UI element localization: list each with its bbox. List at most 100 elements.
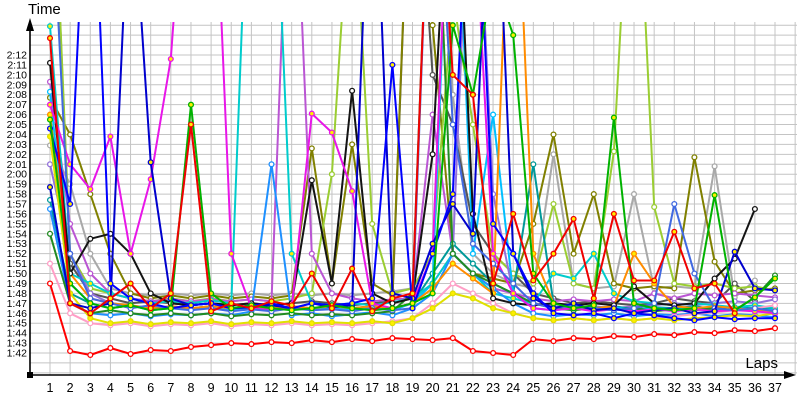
- data-point: [731, 248, 738, 255]
- data-point: [651, 300, 658, 307]
- y-tick-label: 2:02: [7, 149, 28, 161]
- data-point: [630, 305, 638, 312]
- data-point: [530, 336, 537, 343]
- data-point: [530, 161, 537, 168]
- data-point: [711, 314, 718, 321]
- data-point: [87, 351, 94, 359]
- data-point: [449, 71, 456, 78]
- data-point: [449, 250, 456, 257]
- data-point: [570, 312, 577, 319]
- y-tick-label: 2:11: [7, 59, 27, 71]
- data-point: [228, 300, 235, 307]
- data-point: [590, 317, 597, 324]
- series-car-red-1: [46, 280, 779, 359]
- data-point: [389, 320, 396, 327]
- data-point: [490, 111, 497, 118]
- data-point: [610, 333, 617, 340]
- data-point: [570, 275, 577, 282]
- data-point: [67, 200, 74, 208]
- data-point: [590, 336, 597, 343]
- data-point: [288, 250, 295, 257]
- data-point: [389, 290, 396, 297]
- x-tick-label: 1: [47, 381, 54, 395]
- y-tick-label: 1:45: [7, 318, 28, 330]
- x-tick-label: 29: [607, 381, 621, 395]
- x-tick-label: 10: [224, 381, 238, 395]
- data-point: [328, 319, 335, 326]
- x-tick-label: 8: [188, 381, 195, 395]
- plot-area: 1:421:431:441:451:461:471:481:491:501:51…: [7, 18, 797, 395]
- y-tick-label: 1:53: [7, 238, 28, 250]
- data-point: [671, 307, 678, 314]
- data-point: [590, 191, 597, 198]
- data-point: [308, 337, 315, 344]
- data-point: [550, 300, 557, 307]
- data-point: [87, 295, 94, 302]
- data-point: [550, 250, 557, 257]
- data-point: [268, 320, 275, 327]
- data-point: [490, 300, 497, 307]
- data-point: [369, 338, 376, 345]
- x-tick-label: 5: [127, 381, 134, 395]
- data-point: [449, 200, 456, 208]
- data-point: [328, 305, 335, 312]
- data-point: [530, 290, 537, 297]
- data-point: [268, 339, 275, 346]
- data-point: [107, 280, 114, 287]
- data-point: [369, 308, 376, 315]
- data-point: [409, 336, 416, 343]
- data-point: [771, 302, 779, 309]
- data-point: [570, 305, 577, 312]
- data-point: [389, 300, 396, 307]
- data-point: [469, 240, 476, 247]
- data-point: [490, 250, 497, 257]
- data-point: [228, 250, 235, 257]
- data-point: [107, 300, 114, 307]
- y-tick-label: 2:09: [7, 79, 28, 91]
- data-point: [87, 305, 94, 312]
- x-tick-label: 28: [587, 381, 601, 395]
- data-point: [711, 192, 718, 199]
- data-point: [490, 220, 497, 227]
- data-point: [590, 302, 597, 309]
- data-point: [187, 343, 195, 351]
- data-point: [389, 335, 396, 342]
- y-tick-label: 1:54: [7, 228, 28, 240]
- data-point: [87, 235, 94, 242]
- data-point: [107, 320, 114, 327]
- data-point: [328, 311, 335, 318]
- data-point: [288, 340, 295, 347]
- data-point: [530, 300, 537, 307]
- data-point: [46, 280, 54, 287]
- data-point: [630, 191, 638, 198]
- data-point: [46, 230, 54, 237]
- x-tick-label: 23: [486, 381, 500, 395]
- data-point: [510, 32, 517, 39]
- data-point: [671, 295, 678, 302]
- data-point: [349, 305, 356, 312]
- data-point: [67, 310, 74, 317]
- data-point: [590, 295, 597, 302]
- data-point: [87, 280, 94, 287]
- data-point: [147, 305, 154, 312]
- data-point: [570, 280, 577, 287]
- data-point: [369, 220, 376, 227]
- data-point: [550, 270, 557, 277]
- data-point: [167, 305, 174, 312]
- data-point: [87, 300, 94, 307]
- x-tick-label: 12: [265, 381, 279, 395]
- data-point: [147, 312, 154, 319]
- x-tick-label: 9: [208, 381, 215, 395]
- data-point: [711, 308, 718, 315]
- data-point: [469, 347, 476, 355]
- data-point: [751, 315, 758, 322]
- data-point: [67, 250, 74, 257]
- data-point: [630, 300, 638, 307]
- y-tick-label: 1:42: [7, 348, 28, 360]
- data-point: [691, 270, 698, 277]
- data-point: [449, 290, 456, 297]
- data-point: [46, 35, 54, 42]
- data-point: [469, 91, 476, 98]
- data-point: [328, 171, 335, 178]
- data-point: [651, 331, 658, 338]
